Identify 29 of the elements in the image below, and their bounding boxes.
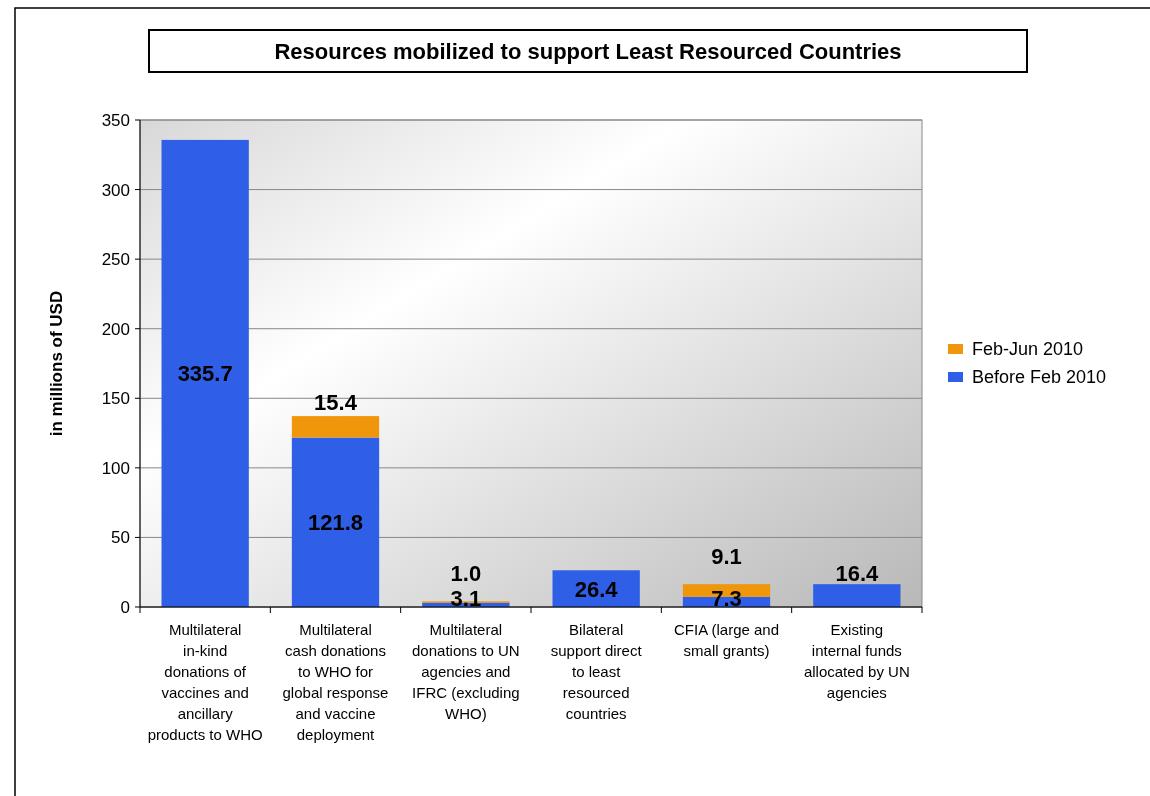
data-label: 15.4 [314, 390, 358, 416]
x-tick-label: Multilateral donations to UN agencies and IFRC (excluding WHO) [412, 621, 520, 722]
chart-title: Resources mobilized to support Least Resourced Countries [274, 39, 902, 64]
data-label: 121.8 [307, 510, 364, 536]
bar [161, 139, 249, 607]
y-tick-label: 100 [101, 458, 130, 478]
x-tick-label: Multilateral in-kind donations of vaccines and ancillary products to WHO [147, 621, 263, 743]
y-axis-title: in millions of USD [47, 290, 66, 437]
y-tick-label: 350 [101, 111, 130, 130]
bar [291, 416, 380, 438]
data-label: 1.0 [450, 561, 482, 587]
data-label: 9.1 [711, 544, 742, 570]
bar [291, 437, 380, 607]
y-tick-label: 0 [120, 598, 130, 617]
y-tick-label: 200 [101, 319, 130, 339]
x-tick-label: Bilateral support direct to least resourced countries [550, 621, 643, 722]
legend-label: Feb-Jun 2010 [972, 339, 1084, 359]
y-tick-label: 300 [101, 180, 130, 200]
data-label: 335.7 [177, 361, 233, 387]
x-tick-label: CFIA (large and small grants) [673, 621, 780, 659]
data-label: 26.4 [574, 576, 619, 602]
y-tick-label: 250 [101, 250, 130, 270]
bar [813, 584, 901, 607]
x-tick-label: Existing internal funds allocated by UN agencies [803, 621, 910, 701]
x-tick-label: Multilateral cash donations to WHO for global response and vaccine deployment [282, 621, 389, 743]
y-tick-label: 50 [111, 528, 130, 548]
data-label: 16.4 [835, 561, 879, 587]
y-tick-label: 150 [101, 389, 130, 409]
legend-label: Before Feb 2010 [972, 367, 1107, 387]
